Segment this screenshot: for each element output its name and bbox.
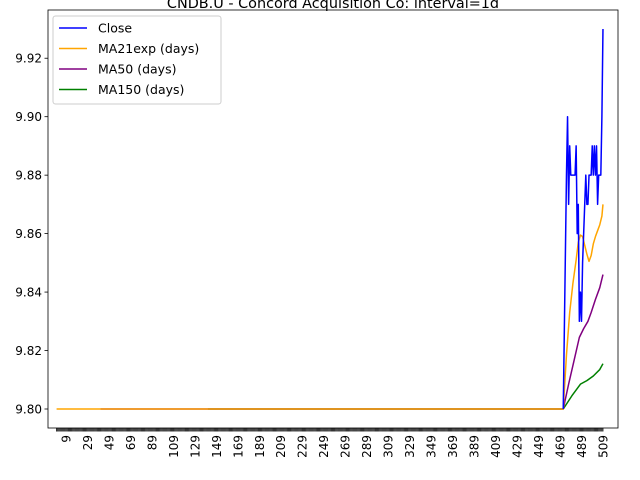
y-tick-label: 9.90 [15,110,42,124]
legend-box [52,15,222,105]
x-tick-label: 269 [339,435,353,458]
x-tick-label: 69 [124,435,138,450]
x-tick-label: 429 [510,435,524,458]
x-tick-label: 409 [489,435,503,458]
x-tick-label: 449 [532,435,546,458]
series-line-ma50-days [100,274,604,410]
series-line-ma150-days [207,363,604,410]
legend-label: MA150 (days) [98,82,184,97]
x-tick-label: 49 [102,435,116,450]
y-axis-ticks: 9.80 9.82 9.84 9.86 9.88 9.90 9.92 [15,52,48,416]
plot-frame [47,9,619,429]
series-line-close [562,28,604,410]
legend-label: Close [98,21,132,36]
x-tick-label: 229 [296,435,310,458]
y-tick-label: 9.86 [15,227,42,241]
x-tick-label: 289 [360,435,374,458]
x-tick-label: 169 [231,435,245,458]
x-tick-label: 369 [446,435,460,458]
x-tick-label: 509 [596,435,610,458]
legend-label: MA50 (days) [98,62,176,77]
legend-label: MA21exp (days) [98,41,199,56]
x-tick-label: 249 [317,435,331,458]
x-tick-label: 89 [145,435,159,450]
x-tick-label: 129 [188,435,202,458]
x-tick-label: 389 [467,435,481,458]
series-layer [56,28,604,410]
x-minor-ticks [56,428,604,432]
x-tick-label: 209 [274,435,288,458]
x-tick-label: 149 [210,435,224,458]
x-tick-label: 469 [553,435,567,458]
x-tick-label: 9 [60,435,74,443]
y-tick-label: 9.80 [15,402,42,416]
x-tick-label: 189 [253,435,267,458]
legend: Close MA21exp (days) MA50 (days) MA150 (day… [52,15,222,105]
x-tick-label: 489 [575,435,589,458]
y-tick-label: 9.92 [15,52,42,66]
y-tick-label: 9.82 [15,344,42,358]
x-tick-label: 329 [403,435,417,458]
x-tick-label: 109 [167,435,181,458]
series-line-ma21exp-days [56,204,604,410]
x-axis-ticks: 9 29 49 69 89 109 129 149 169 189 209 229 249 269 289 3… [60,435,611,458]
x-tick-label: 309 [382,435,396,458]
y-tick-label: 9.88 [15,168,42,182]
y-tick-label: 9.84 [15,285,42,299]
x-tick-label: 29 [81,435,95,450]
x-tick-label: 349 [425,435,439,458]
chart-title: CNDB.U - Concord Acquisition Co: interva… [167,0,499,12]
